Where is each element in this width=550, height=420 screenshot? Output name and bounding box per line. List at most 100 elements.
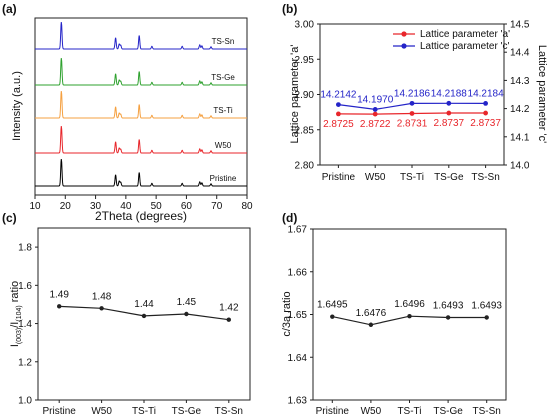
panel-c-point bbox=[226, 317, 231, 322]
panel-b-ytick-label-right: 14.2 bbox=[510, 104, 530, 115]
panel-b-data-label: 14.2184 bbox=[468, 88, 505, 99]
panel-c-ytick-label: 1.0 bbox=[18, 396, 32, 407]
panel-b-point bbox=[336, 111, 341, 117]
legend-c-label: Lattice parameter 'c' bbox=[420, 41, 510, 52]
panel-b-lattice: (b) Lattice parameter 'a' Lattice parame… bbox=[282, 2, 548, 183]
panel-c-tag: (c) bbox=[2, 211, 17, 225]
panel-b-point bbox=[336, 102, 341, 107]
panel-d-data-label: 1.6493 bbox=[433, 300, 464, 311]
panel-b-point bbox=[446, 100, 452, 106]
panel-c-data-label: 1.49 bbox=[49, 289, 69, 300]
panel-a-xtick-label: 60 bbox=[181, 201, 193, 212]
panel-c-ytick-label: 1.6 bbox=[18, 281, 32, 292]
panel-b-point bbox=[446, 110, 452, 116]
panel-d-ylabel: c/3a ratio bbox=[281, 291, 293, 336]
legend-a-label: Lattice parameter 'a' bbox=[420, 29, 510, 40]
panel-c-category-label: Pristine bbox=[43, 406, 77, 417]
panel-b-ytick-label-left: 2.90 bbox=[295, 90, 315, 101]
panel-c-ytick-label: 1.2 bbox=[18, 357, 32, 368]
panel-d-category-label: Pristine bbox=[316, 406, 350, 417]
panel-c-data-label: 1.45 bbox=[177, 297, 197, 308]
panel-c-point bbox=[184, 311, 189, 317]
panel-c-point bbox=[57, 304, 62, 309]
panel-c-category-label: TS-Sn bbox=[215, 406, 243, 417]
panel-b-ytick-label-right: 14.1 bbox=[510, 132, 530, 143]
panel-b-ytick-label-right: 14.5 bbox=[510, 20, 530, 31]
panel-b-ytick-label-right: 14.4 bbox=[510, 48, 530, 59]
panel-c-intensity-ratio: (c) I(003)/I(104) ratio Pristine W50 TS-Ti… bbox=[2, 211, 251, 417]
panel-b-point bbox=[483, 110, 488, 116]
panel-d-point bbox=[330, 314, 335, 319]
panel-d-tag: (d) bbox=[282, 211, 297, 225]
panel-b-data-label: 2.8731 bbox=[397, 118, 428, 129]
panel-b-category-label: TS-Ti bbox=[400, 172, 424, 183]
panel-b-data-label: 2.8737 bbox=[434, 118, 465, 129]
panel-b-ytick-label-right: 14.3 bbox=[510, 76, 530, 87]
panel-b-ylabel-right: Lattice parameter 'c' bbox=[536, 45, 548, 143]
panel-d-data-label: 1.6493 bbox=[471, 300, 502, 311]
panel-a-trace-label: W50 bbox=[215, 141, 232, 150]
panel-b-ytick-label-right: 14.0 bbox=[510, 161, 530, 172]
panel-c-category-label: TS-Ti bbox=[132, 406, 156, 417]
panel-d-data-label: 1.6495 bbox=[317, 300, 348, 311]
panel-a-xtick-label: 20 bbox=[60, 201, 72, 212]
panel-a-trace-ts-ti bbox=[35, 90, 247, 119]
panel-b-tag: (b) bbox=[282, 2, 297, 16]
panel-d-category-label: TS-Ge bbox=[433, 406, 463, 417]
panel-a-xtick-label: 30 bbox=[90, 201, 102, 212]
panel-d-point bbox=[368, 322, 374, 327]
legend-c-marker bbox=[401, 43, 407, 49]
panel-d-category-label: TS-Ti bbox=[397, 406, 421, 417]
panel-b-ytick-label-left: 3.00 bbox=[295, 20, 315, 31]
panel-c-point bbox=[141, 313, 147, 319]
panel-b-point bbox=[483, 101, 488, 106]
panel-b-data-label: 14.1970 bbox=[357, 94, 394, 105]
panel-a-trace-label: TS-Sn bbox=[212, 37, 235, 46]
panel-d-ca-ratio: (d) c/3a ratio Pristine W50 TS-Ti TS-Ge TS-S… bbox=[281, 211, 507, 417]
panel-d-ytick-label: 1.66 bbox=[288, 267, 308, 278]
panel-a-xlabel: 2Theta (degrees) bbox=[95, 209, 187, 223]
panel-b-data-label: 14.2188 bbox=[431, 88, 468, 99]
panel-a-trace-w50 bbox=[35, 125, 247, 154]
panel-b-category-label: TS-Sn bbox=[471, 172, 499, 183]
panel-b-point bbox=[409, 111, 415, 116]
panel-d-ytick-label: 1.63 bbox=[288, 396, 308, 407]
panel-d-ytick-label: 1.65 bbox=[288, 310, 308, 321]
panel-b-ytick-label-left: 2.95 bbox=[295, 55, 315, 66]
panel-d-point bbox=[484, 315, 489, 320]
panel-a-tag: (a) bbox=[2, 2, 17, 16]
panel-b-data-label: 2.8737 bbox=[470, 118, 501, 129]
panel-a-xtick-label: 40 bbox=[120, 201, 132, 212]
panel-d-point bbox=[445, 315, 451, 320]
panel-b-ylabel-left: Lattice parameter 'a' bbox=[289, 45, 301, 144]
panel-a-xtick-label: 80 bbox=[241, 201, 253, 212]
panel-a-xtick-label: 70 bbox=[211, 201, 223, 212]
panel-a-trace-label: Pristine bbox=[210, 174, 237, 183]
panel-c-ylabel: I(003)/I(104) ratio bbox=[9, 281, 23, 347]
panel-a-ylabel: Intensity (a.u.) bbox=[11, 71, 23, 141]
panel-d-ytick-label: 1.64 bbox=[288, 353, 308, 364]
panel-a-trace-label: TS-Ti bbox=[213, 106, 232, 115]
panel-c-data-label: 1.48 bbox=[92, 291, 112, 302]
panel-d-point bbox=[407, 314, 412, 319]
panel-a-trace-ts-ge bbox=[35, 57, 247, 86]
panel-a-xrd: (a) Intensity (a.u.) 2Theta (degrees) 10… bbox=[2, 2, 253, 223]
panel-a-frame bbox=[34, 17, 248, 196]
panel-c-category-label: W50 bbox=[91, 406, 112, 417]
panel-c-data-label: 1.42 bbox=[219, 303, 239, 314]
panel-b-point bbox=[372, 111, 378, 117]
panel-b-ytick-label-left: 2.85 bbox=[295, 125, 315, 136]
panel-b-category-label: TS-Ge bbox=[434, 172, 464, 183]
panel-d-category-label: W50 bbox=[361, 406, 382, 417]
panel-a-trace-label: TS-Ge bbox=[211, 73, 235, 82]
panel-b-data-label: 14.2142 bbox=[320, 90, 357, 101]
panel-a-trace-ts-sn bbox=[35, 21, 247, 50]
panel-d-data-label: 1.6476 bbox=[356, 308, 387, 319]
panel-c-data-label: 1.44 bbox=[134, 299, 154, 310]
panel-b-category-label: W50 bbox=[365, 172, 386, 183]
panel-c-ytick-label: 1.8 bbox=[18, 243, 32, 254]
panel-c-point bbox=[99, 306, 104, 311]
panel-c-ytick-label: 1.4 bbox=[18, 319, 32, 330]
panel-b-legend: Lattice parameter 'a' Lattice parameter … bbox=[393, 29, 510, 52]
